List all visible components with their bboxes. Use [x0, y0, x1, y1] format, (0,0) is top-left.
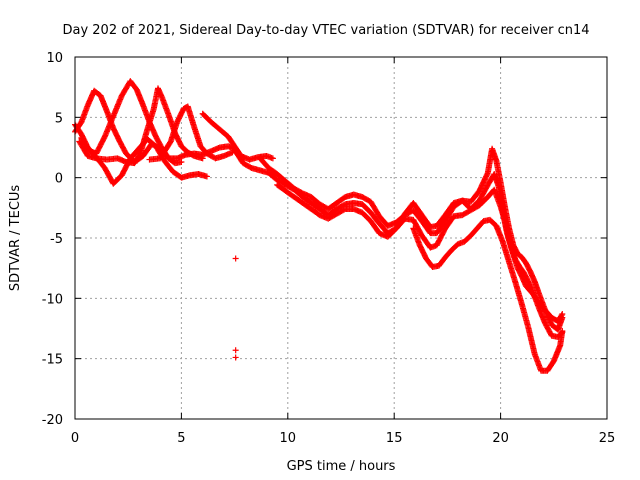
data-point-track-1	[203, 173, 210, 180]
y-tick-label: -20	[42, 413, 63, 428]
data-point-outliers	[232, 354, 239, 361]
y-tick-labels: -20 -15 -10 -5 0 5 10	[42, 51, 63, 428]
x-tick-label: 5	[177, 431, 185, 446]
y-tick-label: -15	[42, 353, 63, 368]
data-point-track-9	[559, 314, 566, 321]
y-tick-label: -10	[42, 292, 63, 307]
plot-frame	[74, 56, 608, 420]
y-tick-label: 5	[55, 111, 63, 126]
y-tick-label: -5	[50, 232, 63, 247]
x-tick-label: 20	[492, 431, 509, 446]
data-point-track-6	[269, 155, 276, 162]
data-point-track-3	[178, 158, 185, 165]
y-axis-label: SDTVAR / TECUs	[8, 185, 23, 292]
data-point-track-4	[199, 155, 206, 162]
y-tick-label: 10	[46, 51, 63, 66]
x-tick-label: 15	[386, 431, 403, 446]
data-points	[72, 78, 566, 374]
grid-lines	[75, 57, 607, 419]
x-axis-label: GPS time / hours	[287, 459, 396, 474]
data-point-outliers	[232, 255, 239, 262]
chart-title: Day 202 of 2021, Sidereal Day-to-day VTE…	[62, 23, 589, 38]
data-point-outliers	[232, 347, 239, 354]
x-tick-labels: 0 5 10 15 20 25	[71, 431, 615, 446]
x-tick-label: 0	[71, 431, 79, 446]
data-point-track-10	[559, 327, 566, 334]
x-tick-label: 10	[280, 431, 297, 446]
x-tick-label: 25	[599, 431, 616, 446]
y-tick-label: 0	[55, 172, 63, 187]
